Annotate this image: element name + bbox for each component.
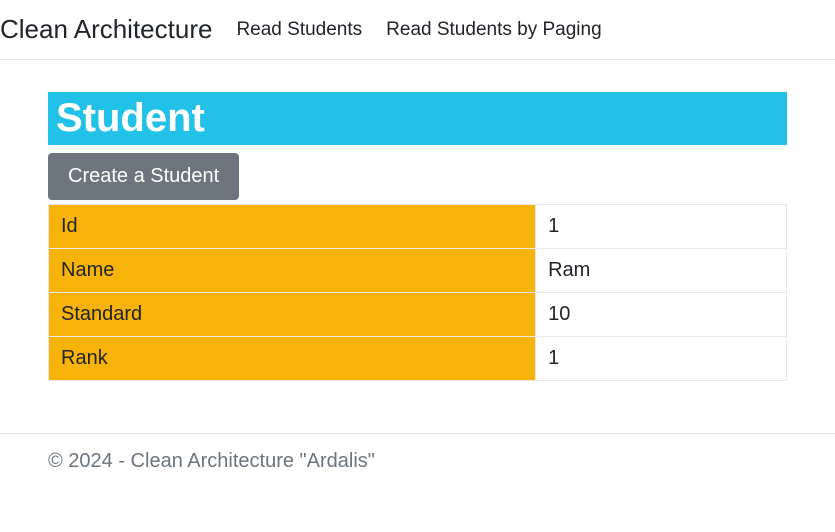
table-row: Rank 1 xyxy=(49,337,787,381)
footer: © 2024 - Clean Architecture "Ardalis" xyxy=(0,433,835,489)
navbar: Clean Architecture Read Students Read St… xyxy=(0,0,835,60)
table-value-id: 1 xyxy=(536,205,787,249)
create-student-button[interactable]: Create a Student xyxy=(48,153,239,200)
student-table: Id 1 Name Ram Standard 10 Rank 1 xyxy=(48,204,787,381)
table-row: Name Ram xyxy=(49,249,787,293)
nav-link-read-students[interactable]: Read Students xyxy=(236,19,362,41)
table-label-rank: Rank xyxy=(49,337,536,381)
main-container: Student Create a Student Id 1 Name Ram S… xyxy=(0,60,835,405)
table-value-name: Ram xyxy=(536,249,787,293)
nav-link-read-students-paging[interactable]: Read Students by Paging xyxy=(386,19,602,41)
table-label-standard: Standard xyxy=(49,293,536,337)
table-value-standard: 10 xyxy=(536,293,787,337)
table-row: Standard 10 xyxy=(49,293,787,337)
footer-text: © 2024 - Clean Architecture "Ardalis" xyxy=(48,450,375,472)
table-value-rank: 1 xyxy=(536,337,787,381)
table-row: Id 1 xyxy=(49,205,787,249)
table-label-id: Id xyxy=(49,205,536,249)
navbar-brand[interactable]: Clean Architecture xyxy=(0,14,212,45)
page-title: Student xyxy=(48,92,787,145)
table-label-name: Name xyxy=(49,249,536,293)
